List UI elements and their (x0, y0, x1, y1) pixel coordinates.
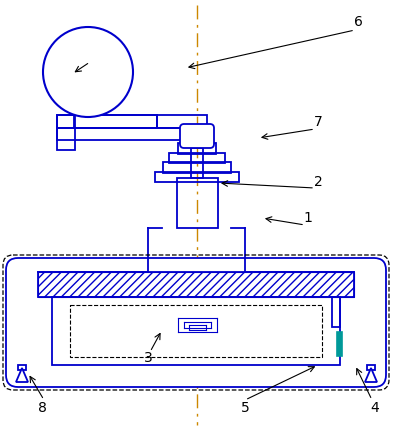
FancyBboxPatch shape (6, 258, 386, 387)
Bar (57, 115, 157, 128)
Bar (57, 115, 75, 150)
Text: 1: 1 (303, 211, 312, 225)
Bar (367, 365, 375, 370)
Text: 5: 5 (241, 401, 250, 415)
Bar (169, 153, 225, 163)
Bar (178, 143, 216, 154)
Bar (332, 297, 340, 327)
Polygon shape (365, 368, 377, 382)
Text: 3: 3 (143, 351, 152, 365)
Bar (74, 115, 157, 128)
Bar (18, 365, 26, 370)
Bar (177, 178, 218, 228)
FancyBboxPatch shape (180, 124, 214, 148)
Bar (163, 162, 231, 173)
Text: 2: 2 (314, 175, 322, 189)
Bar (70, 305, 322, 357)
Circle shape (43, 27, 133, 117)
Bar (337, 332, 342, 356)
Bar (155, 172, 239, 182)
Bar (52, 297, 340, 365)
Bar (57, 128, 192, 140)
Text: 4: 4 (371, 401, 379, 415)
Bar (157, 115, 207, 128)
Text: 6: 6 (354, 15, 362, 29)
Polygon shape (16, 368, 28, 382)
Text: 8: 8 (38, 401, 46, 415)
Bar (38, 272, 354, 297)
Bar (191, 148, 203, 178)
Bar (38, 272, 354, 297)
Text: 7: 7 (314, 115, 322, 129)
